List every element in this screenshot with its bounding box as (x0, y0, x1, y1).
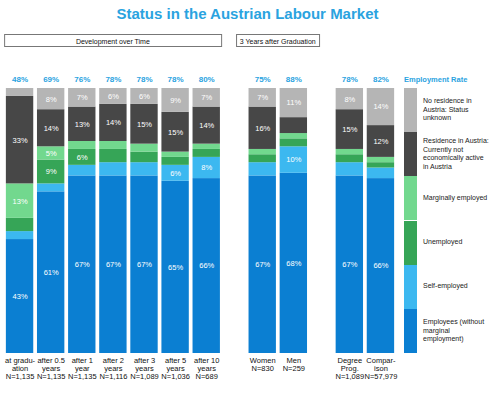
svg-text:78%: 78% (136, 75, 152, 84)
svg-text:after 10yearsN=689: after 10yearsN=689 (194, 356, 219, 381)
svg-text:after 5yearsN=1,036: after 5yearsN=1,036 (161, 356, 190, 381)
svg-text:68%: 68% (286, 259, 301, 268)
svg-text:82%: 82% (373, 75, 389, 84)
html-text:Marginally employed: Marginally employed (423, 194, 488, 202)
svg-text:at gradu-ationN=1,135: at gradu-ationN=1,135 (5, 356, 36, 381)
svg-text:78%: 78% (168, 75, 184, 84)
html-text:No residence in Austria: Statu: No residence in Austria: Status unknown (423, 97, 472, 122)
svg-text:after 1yearN=1,135: after 1yearN=1,135 (68, 356, 97, 381)
svg-text:78%: 78% (342, 75, 358, 84)
svg-text:48%: 48% (12, 75, 28, 84)
svg-text:after 2yearsN=1,116: after 2yearsN=1,116 (99, 356, 127, 381)
svg-text:14%: 14% (373, 102, 388, 111)
svg-text:13%: 13% (75, 120, 90, 129)
svg-text:14%: 14% (106, 118, 121, 127)
svg-text:76%: 76% (74, 75, 90, 84)
html-text:Status in the Austrian Labour: Status in the Austrian Labour Market (116, 5, 379, 22)
svg-text:13%: 13% (13, 197, 28, 206)
svg-text:6%: 6% (77, 153, 88, 162)
svg-text:12%: 12% (373, 137, 388, 146)
svg-text:80%: 80% (199, 75, 215, 84)
svg-text:MenN=259: MenN=259 (283, 356, 305, 373)
html-text:Development over Time: Development over Time (75, 38, 150, 45)
svg-text:67%: 67% (75, 260, 90, 269)
svg-text:Compar-isonN=57,979: Compar-isonN=57,979 (365, 356, 398, 381)
svg-text:61%: 61% (44, 268, 59, 277)
svg-text:after 3yearsN=1,089: after 3yearsN=1,089 (130, 356, 159, 381)
svg-text:11%: 11% (287, 98, 302, 107)
svg-text:8%: 8% (46, 95, 57, 104)
html-text:Residence in Austria: Currentl: Residence in Austria: Currently not econ… (423, 137, 489, 170)
svg-text:7%: 7% (77, 93, 88, 102)
svg-text:69%: 69% (43, 75, 59, 84)
svg-text:7%: 7% (257, 93, 268, 102)
svg-text:6%: 6% (170, 169, 181, 178)
html-text:Unemployed: Unemployed (423, 238, 463, 246)
svg-text:14%: 14% (44, 124, 59, 133)
svg-text:67%: 67% (137, 260, 152, 269)
svg-text:66%: 66% (373, 261, 388, 270)
svg-text:6%: 6% (108, 92, 119, 101)
svg-text:67%: 67% (255, 260, 270, 269)
svg-text:9%: 9% (46, 167, 57, 176)
svg-text:33%: 33% (13, 136, 28, 145)
svg-text:8%: 8% (201, 163, 212, 172)
svg-text:88%: 88% (286, 75, 302, 84)
svg-text:6%: 6% (139, 92, 150, 101)
svg-text:67%: 67% (342, 260, 357, 269)
svg-text:43%: 43% (13, 292, 28, 301)
svg-text:66%: 66% (199, 261, 214, 270)
svg-text:8%: 8% (344, 95, 355, 104)
svg-text:9%: 9% (170, 96, 181, 105)
svg-text:16%: 16% (255, 124, 270, 133)
svg-text:65%: 65% (168, 263, 183, 272)
svg-text:67%: 67% (106, 260, 121, 269)
svg-text:75%: 75% (255, 75, 271, 84)
svg-text:78%: 78% (105, 75, 121, 84)
svg-text:15%: 15% (137, 120, 152, 129)
svg-text:15%: 15% (168, 128, 183, 137)
svg-text:10%: 10% (286, 155, 301, 164)
svg-text:WomenN=830: WomenN=830 (250, 356, 276, 373)
html-text:Employment Rate: Employment Rate (404, 75, 468, 84)
svg-text:after 0.5yearsN=1,135: after 0.5yearsN=1,135 (37, 356, 66, 381)
html-text:Self-employed: Self-employed (423, 282, 468, 290)
svg-text:5%: 5% (46, 149, 57, 158)
svg-text:14%: 14% (199, 121, 214, 130)
html-text:Employees (without marginal em: Employees (without marginal employment) (423, 318, 485, 343)
svg-text:DegreeProg.N=1,089: DegreeProg.N=1,089 (336, 356, 365, 381)
svg-text:15%: 15% (342, 125, 357, 134)
html-text:3 Years after Graduation: 3 Years after Graduation (239, 38, 316, 45)
svg-text:7%: 7% (201, 93, 212, 102)
